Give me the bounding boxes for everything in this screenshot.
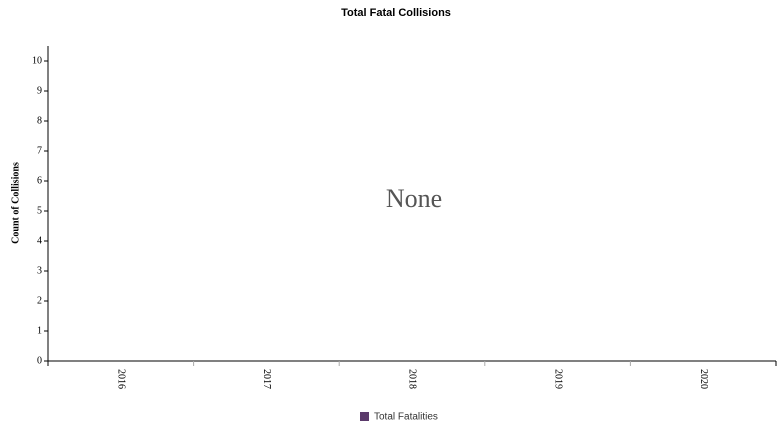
x-tick-label: 2020 — [698, 369, 709, 389]
y-tick-label: 3 — [37, 265, 42, 276]
chart-title: Total Fatal Collisions — [341, 7, 451, 19]
y-tick-label: 0 — [37, 355, 42, 366]
y-axis-label: Count of Collisions — [10, 162, 21, 244]
y-tick-label: 1 — [37, 325, 42, 336]
legend-label: Total Fatalities — [374, 412, 438, 423]
legend-swatch — [360, 412, 369, 421]
y-tick-label: 2 — [37, 295, 42, 306]
y-tick-label: 9 — [37, 85, 42, 96]
x-tick-label: 2018 — [407, 369, 418, 389]
y-tick-label: 10 — [32, 55, 42, 66]
y-tick-label: 5 — [37, 205, 42, 216]
x-tick-label: 2017 — [261, 369, 272, 389]
y-tick-label: 8 — [37, 115, 42, 126]
y-tick-label: 4 — [37, 235, 42, 246]
annotation: None — [386, 184, 442, 213]
y-tick-label: 7 — [37, 145, 42, 156]
y-tick-label: 6 — [37, 175, 42, 186]
x-tick-label: 2016 — [116, 369, 127, 389]
x-tick-label: 2019 — [552, 369, 563, 389]
